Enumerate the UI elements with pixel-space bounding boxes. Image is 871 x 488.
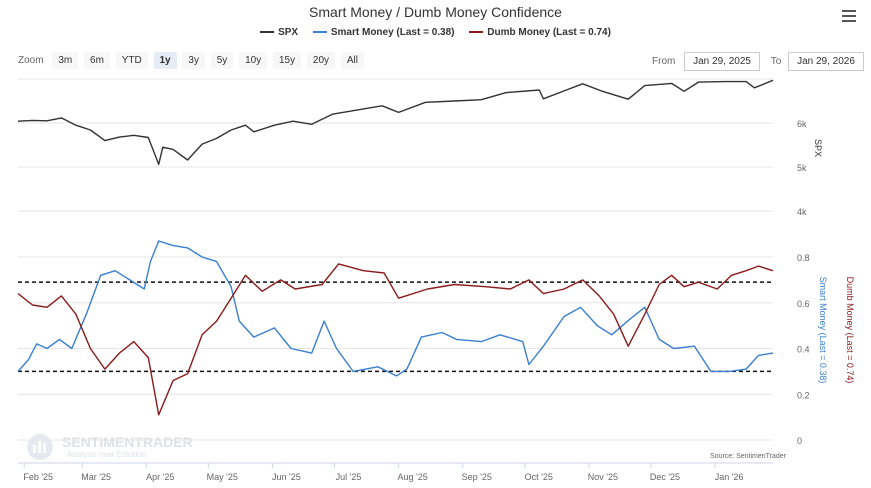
smart-money-axis-title: Smart Money (Last = 0.38)	[818, 277, 828, 384]
zoom-10y-button[interactable]: 10y	[239, 52, 268, 69]
dumb-money-line	[17, 263, 774, 416]
zoom-15y-button[interactable]: 15y	[273, 52, 302, 69]
x-tick-label: Mar '25	[81, 472, 111, 482]
chart-title: Smart Money / Dumb Money Confidence	[309, 4, 562, 20]
zoom-1y-button[interactable]: 1y	[153, 52, 177, 69]
zoom-20y-button[interactable]: 20y	[306, 52, 336, 69]
confidence-tick-label: 0.6	[797, 299, 810, 309]
source-credit: Source: SentimenTrader	[710, 453, 787, 460]
watermark-tagline: Analysis over Emotion	[67, 450, 146, 459]
zoom-label: Zoom	[18, 55, 44, 66]
x-tick-label: Feb '25	[23, 472, 53, 482]
legend-swatch-dumb-money	[469, 31, 484, 34]
dumb-money-axis-title: Dumb Money (Last = 0.74)	[845, 277, 855, 384]
watermark: SENTIMENTRADER Analysis over Emotion	[27, 434, 193, 460]
spx-line	[17, 79, 774, 166]
zoom-5y-button[interactable]: 5y	[210, 52, 234, 69]
confidence-tick-label: 0	[797, 436, 802, 446]
legend-item-smart-money[interactable]: Smart Money (Last = 0.38)	[312, 27, 455, 38]
zoom-all-button[interactable]: All	[340, 52, 364, 69]
x-tick-label: Jul '25	[336, 472, 362, 482]
zoom-3m-button[interactable]: 3m	[52, 52, 79, 69]
from-date-input[interactable]: Jan 29, 2025	[684, 52, 760, 71]
to-label: To	[770, 56, 782, 67]
date-range: From Jan 29, 2025 To Jan 29, 2026	[652, 52, 864, 71]
zoom-3y-button[interactable]: 3y	[182, 52, 205, 69]
smart-money-line	[17, 240, 774, 377]
to-date-input[interactable]: Jan 29, 2026	[788, 52, 864, 71]
zoom-6m-button[interactable]: 6m	[84, 52, 110, 69]
x-tick-label: Jun '25	[272, 472, 301, 482]
x-tick-label: Jan '26	[715, 472, 744, 482]
spx-tick-label: 6k	[797, 119, 807, 129]
x-tick-label: Dec '25	[650, 472, 680, 482]
confidence-tick-label: 0.2	[797, 390, 810, 400]
legend-item-dumb-money[interactable]: Dumb Money (Last = 0.74)	[469, 27, 611, 38]
confidence-tick-label: 0.4	[797, 345, 810, 355]
x-tick-label: Aug '25	[397, 472, 427, 482]
x-tick-label: Oct '25	[525, 472, 553, 482]
spx-tick-label: 5k	[797, 163, 807, 173]
zoom-ytd-button[interactable]: YTD	[115, 52, 148, 69]
x-tick-label: Sep '25	[462, 472, 492, 482]
x-tick-label: Apr '25	[146, 472, 174, 482]
confidence-tick-label: 0.8	[797, 253, 810, 263]
spx-tick-label: 4k	[797, 207, 807, 217]
spx-axis-title: SPX	[813, 139, 823, 157]
legend: SPX Smart Money (Last = 0.38) Dumb Money…	[0, 27, 871, 38]
legend-swatch-smart-money	[312, 31, 327, 34]
legend-item-spx[interactable]: SPX	[260, 27, 298, 38]
x-tick-label: Nov '25	[588, 472, 618, 482]
from-label: From	[652, 56, 676, 67]
legend-swatch-spx	[260, 31, 275, 34]
x-tick-label: May '25	[207, 472, 238, 482]
watermark-name: SENTIMENTRADER	[62, 434, 193, 450]
zoom-row: Zoom 3m 6m YTD 1y 3y 5y 10y 15y 20y All	[18, 52, 367, 69]
menu-icon[interactable]	[842, 10, 856, 22]
